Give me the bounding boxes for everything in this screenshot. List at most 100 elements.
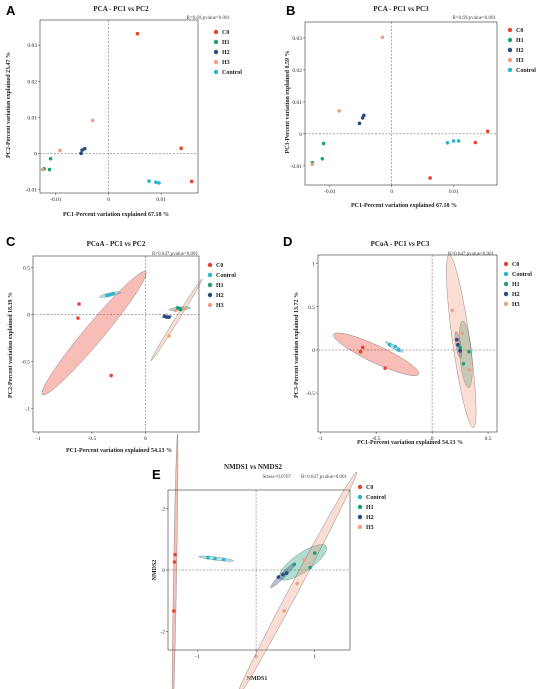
plot-frame (317, 254, 498, 433)
legend-label-h2: H2 (516, 48, 524, 54)
point-h1 (312, 551, 317, 555)
point-h3 (90, 118, 95, 123)
point-c0 (76, 316, 80, 320)
point-h2 (454, 337, 459, 342)
y-tick-label: 2 (162, 506, 165, 512)
point-h3 (40, 167, 45, 172)
legend-marker-h1 (357, 504, 363, 510)
point-h1 (308, 565, 312, 570)
point-h1 (292, 562, 297, 567)
y-tick-label: -0.5 (306, 391, 315, 397)
x-tick-label: 0 (107, 197, 110, 203)
y-tick-label: 0 (299, 132, 302, 138)
point-c0 (109, 373, 113, 378)
panel-letter: E (152, 467, 161, 482)
y-tick-label: 0.5 (23, 265, 30, 271)
panel-letter: D (283, 234, 292, 249)
point-h3 (58, 148, 62, 153)
y-tick-label: 0 (162, 568, 165, 574)
panel-title: PCA - PC1 vs PC3 (373, 5, 429, 13)
y-axis-label: NMDS2 (152, 560, 158, 581)
point-c0 (135, 31, 140, 36)
point-h2 (281, 572, 285, 577)
y-axis-label: PC3-Percent variation explained 8.59 % (285, 50, 291, 153)
legend-marker-h3 (213, 59, 219, 65)
x-tick-label: 0 (144, 436, 147, 442)
point-h3 (302, 558, 307, 562)
legend-label-control: Control (216, 273, 236, 279)
legend-label-h2: H2 (222, 50, 230, 56)
panel-title: PCoA - PC1 vs PC3 (371, 240, 430, 248)
x-tick-label: -0.01 (50, 197, 62, 203)
legend-marker-c0 (503, 261, 509, 267)
stat-annotation: R=0.69,pvalue=0.001 (452, 16, 496, 21)
legend-label-h2: H2 (216, 293, 224, 299)
point-h2 (357, 121, 362, 126)
legend-marker-h2 (213, 49, 219, 55)
point-control (393, 344, 397, 349)
x-tick-label: -1 (195, 654, 200, 660)
point-h1 (461, 361, 466, 366)
stress-annotation: Stress=0.0707 (262, 475, 291, 480)
point-c0 (485, 129, 490, 134)
x-tick-label: -0.5 (88, 436, 97, 442)
legend-label-control: Control (512, 272, 532, 278)
point-h1 (47, 167, 52, 172)
x-axis-label: PC1-Percent variation explained 67.18 % (351, 203, 457, 209)
legend-label-c0: C0 (516, 28, 523, 34)
point-h1 (458, 345, 462, 350)
point-h2 (456, 342, 460, 347)
legend-label-c0: C0 (512, 262, 519, 268)
x-tick-label: -1 (36, 436, 41, 442)
y-tick-label: 0.02 (27, 79, 37, 85)
y-tick-label: 1 (312, 262, 315, 268)
legend-marker-h3 (503, 301, 509, 307)
legend-label-h3: H3 (216, 303, 224, 309)
y-tick-label: 0.5 (308, 305, 315, 311)
legend-marker-h3 (357, 524, 363, 530)
y-tick-label: 0.03 (27, 43, 37, 49)
point-h2 (284, 571, 289, 575)
ellipse-h3 (235, 471, 357, 689)
x-tick-label: 1 (313, 654, 316, 660)
x-axis-label: NMDS1 (247, 676, 268, 682)
point-control (396, 348, 401, 352)
point-h3 (460, 331, 465, 336)
point-c0 (172, 609, 176, 613)
point-h2 (79, 151, 83, 156)
legend-marker-h3 (507, 57, 513, 63)
panel-letter: A (6, 3, 16, 18)
panel-e: E NMDS1 vs NMDS2 R=0.647,pvalue=0.001 Stres… (152, 433, 386, 689)
stat-annotation: R=0.647,pvalue=0.001 (152, 252, 199, 257)
point-c0 (77, 302, 81, 306)
x-tick-label: 0 (390, 189, 393, 195)
legend-marker-h1 (507, 37, 513, 43)
legend-marker-c0 (507, 27, 513, 33)
point-h2 (458, 349, 462, 353)
point-c0 (428, 176, 432, 180)
ellipse-h3 (446, 254, 477, 428)
point-h3 (167, 334, 171, 338)
legend-label-control: Control (366, 495, 386, 501)
legend-label-h1: H1 (516, 38, 524, 44)
legend-label-h3: H3 (512, 302, 520, 308)
y-tick-label: 0.02 (292, 68, 302, 74)
point-c0 (173, 552, 177, 557)
x-axis-label: PC1-Percent variation explained 54.13 % (66, 448, 172, 454)
legend-label-h1: H1 (512, 282, 520, 288)
panel-d: D PCoA - PC1 vs PC3 R=0.647,pvalue=0.001 -1… (283, 234, 532, 446)
point-control (213, 556, 217, 561)
legend-marker-h2 (503, 291, 509, 297)
point-control (445, 141, 450, 145)
x-tick-label: -0.01 (324, 189, 336, 195)
ellipse-c0 (333, 332, 420, 376)
x-tick-label: 0 (255, 654, 258, 660)
point-control (105, 293, 109, 298)
y-tick-label: 0.01 (27, 115, 37, 121)
panel-c: C PCoA - PC1 vs PC2 R=0.647,pvalue=0.001 -1… (6, 234, 236, 454)
point-h3 (467, 368, 471, 372)
ellipse-c0 (171, 433, 179, 689)
panel-letter: C (6, 234, 16, 249)
point-h2 (167, 315, 171, 319)
